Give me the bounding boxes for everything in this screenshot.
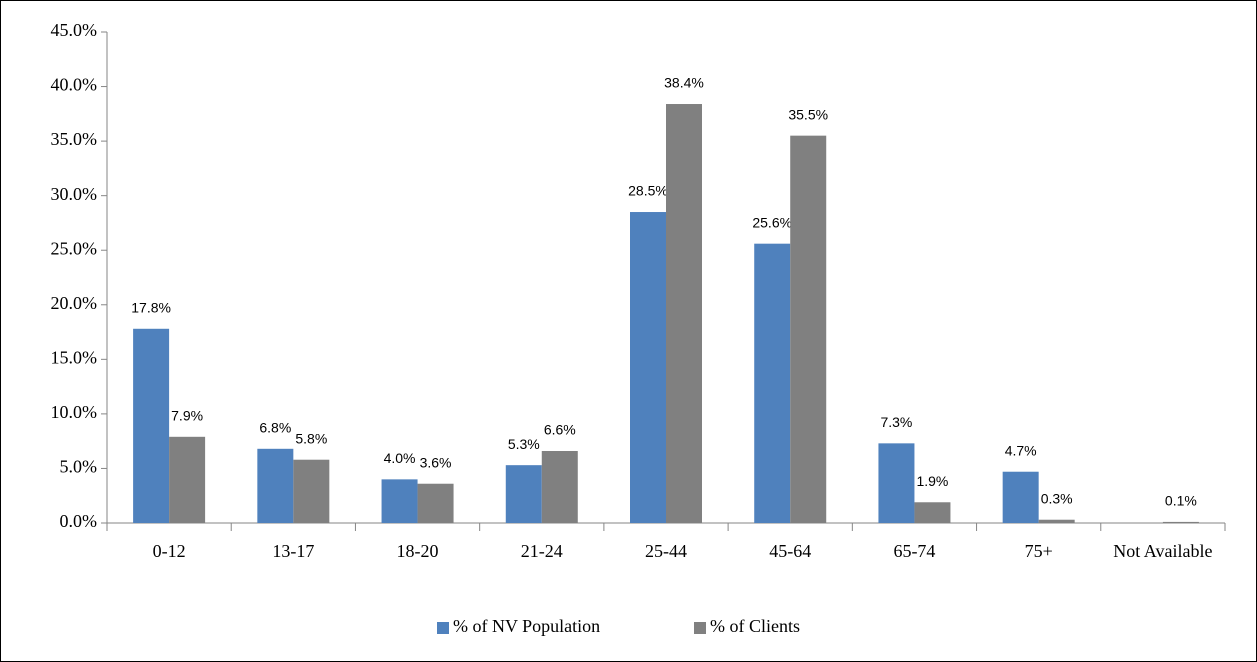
- value-label: 7.9%: [171, 408, 203, 424]
- value-label: 6.6%: [544, 422, 576, 438]
- y-tick-label: 10.0%: [51, 402, 98, 422]
- bar: [541, 450, 578, 523]
- x-tick-label: Not Available: [1113, 541, 1213, 561]
- bar: [1162, 521, 1199, 523]
- y-tick-label: 45.0%: [51, 20, 98, 40]
- value-label: 1.9%: [916, 473, 948, 489]
- bar: [505, 465, 542, 523]
- y-tick-label: 20.0%: [51, 293, 98, 313]
- y-tick-label: 30.0%: [51, 184, 98, 204]
- x-tick-label: 45-64: [769, 541, 812, 561]
- bar: [666, 104, 702, 523]
- y-tick-label: 15.0%: [51, 347, 98, 367]
- bar: [630, 212, 666, 524]
- value-label: 4.7%: [1005, 442, 1037, 458]
- x-tick-label: 65-74: [893, 541, 936, 561]
- y-tick-label: 40.0%: [51, 75, 98, 95]
- value-label: 5.8%: [295, 430, 327, 446]
- value-label: 0.3%: [1041, 490, 1073, 506]
- value-label: 28.5%: [628, 183, 668, 199]
- legend-swatch: [437, 622, 449, 634]
- bar: [293, 459, 330, 523]
- legend-swatch: [694, 622, 706, 634]
- bar: [878, 443, 915, 523]
- value-label: 3.6%: [420, 454, 452, 470]
- value-label: 0.1%: [1165, 493, 1197, 509]
- x-tick-label: 75+: [1024, 541, 1053, 561]
- x-tick-label: 25-44: [645, 541, 687, 561]
- y-tick-label: 5.0%: [60, 457, 98, 477]
- value-label: 7.3%: [880, 414, 912, 430]
- y-tick-label: 0.0%: [60, 511, 98, 531]
- value-label: 4.0%: [384, 450, 416, 466]
- y-tick-label: 25.0%: [51, 238, 98, 258]
- bar: [257, 448, 294, 523]
- bar: [133, 328, 170, 523]
- bar: [381, 479, 418, 523]
- bar: [914, 502, 951, 523]
- value-label: 6.8%: [259, 420, 291, 436]
- value-label: 38.4%: [664, 75, 704, 91]
- value-label: 17.8%: [131, 299, 171, 315]
- value-label: 35.5%: [788, 106, 828, 122]
- value-label: 5.3%: [508, 436, 540, 452]
- x-tick-label: 21-24: [520, 541, 563, 561]
- bar: [169, 436, 206, 523]
- value-label: 25.6%: [752, 214, 792, 230]
- x-tick-label: 0-12: [152, 541, 186, 561]
- bar: [754, 243, 791, 524]
- bar: [790, 135, 827, 523]
- bar: [1002, 471, 1039, 523]
- legend-label: % of Clients: [710, 616, 800, 636]
- bar: [1038, 519, 1075, 523]
- x-tick-label: 18-20: [396, 541, 439, 561]
- legend-label: % of NV Population: [453, 616, 600, 636]
- x-tick-label: 13-17: [272, 541, 315, 561]
- bar: [417, 483, 454, 523]
- y-tick-label: 35.0%: [51, 129, 98, 149]
